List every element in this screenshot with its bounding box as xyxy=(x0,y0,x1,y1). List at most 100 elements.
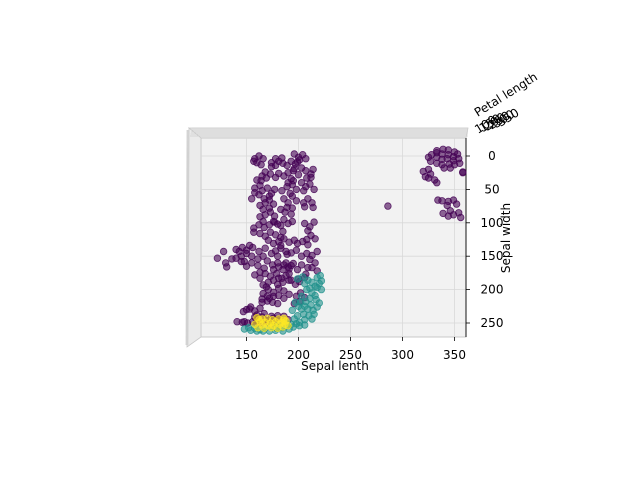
scatter-point-class-1 xyxy=(317,285,326,294)
scatter-point-class-0 xyxy=(260,264,268,272)
scatter-point-class-0 xyxy=(274,252,282,260)
scatter-point-class-0 xyxy=(228,255,236,263)
scatter-point-class-0 xyxy=(261,244,269,252)
scatter-point-class-0 xyxy=(288,204,296,212)
scatter-point-class-0 xyxy=(260,195,268,203)
scatter-point-class-0 xyxy=(285,269,293,278)
scatter-point-class-0 xyxy=(304,241,312,249)
x-tick-label: 300 xyxy=(391,348,414,362)
scatter-point-class-0 xyxy=(434,196,442,204)
scatter-point-class-0 xyxy=(301,219,309,228)
y-tick-label: 50 xyxy=(484,182,499,196)
scatter-point-class-0 xyxy=(264,236,272,244)
scatter-point-class-0 xyxy=(256,229,264,238)
scatter-point-class-0 xyxy=(247,252,256,260)
scatter-point-class-0 xyxy=(287,210,295,218)
z-depth-line xyxy=(187,129,189,346)
z-depth-line xyxy=(187,129,190,346)
scatter-point-class-0 xyxy=(278,274,286,282)
scatter-point-class-1 xyxy=(246,326,255,334)
scatter-point-class-0 xyxy=(459,168,467,177)
scatter-point-class-2 xyxy=(260,324,268,332)
scatter-point-class-0 xyxy=(263,184,271,192)
scatter-point-class-0 xyxy=(258,298,266,306)
scatter-point-class-0 xyxy=(452,200,461,208)
scatter-point-class-0 xyxy=(238,318,246,326)
scatter-point-class-0 xyxy=(310,218,318,226)
scatter-point-class-0 xyxy=(283,250,291,258)
scatter-point-class-0 xyxy=(222,263,231,271)
scatter-point-class-0 xyxy=(280,287,288,295)
scatter-point-class-0 xyxy=(300,186,308,195)
scatter-point-class-0 xyxy=(287,261,295,270)
scatter-point-class-0 xyxy=(294,170,303,179)
scatter-point-class-1 xyxy=(299,273,307,281)
scatter-point-class-1 xyxy=(303,285,311,294)
scatter-point-class-0 xyxy=(259,289,267,298)
scatter-point-class-0 xyxy=(288,217,296,226)
y-tick-label: 250 xyxy=(481,316,504,330)
x-axis-label: Sepal lenth xyxy=(301,359,369,373)
scatter-point-class-0 xyxy=(450,148,459,156)
scatter-point-class-0 xyxy=(302,166,310,175)
scatter-point-class-0 xyxy=(213,254,222,262)
scatter-point-class-0 xyxy=(292,246,301,254)
scatter-point-class-0 xyxy=(302,154,310,163)
scatter-point-class-1 xyxy=(301,321,309,329)
scatter-point-class-0 xyxy=(247,195,256,203)
scatter-point-class-0 xyxy=(446,164,454,172)
scatter-point-class-0 xyxy=(446,207,454,215)
scatter-point-class-1 xyxy=(297,292,306,300)
scatter-point-class-0 xyxy=(284,199,292,207)
scatter-point-class-0 xyxy=(426,157,435,165)
scatter-point-class-0 xyxy=(286,189,294,198)
scatter-point-class-0 xyxy=(250,228,258,236)
scatter-point-class-0 xyxy=(297,261,306,269)
scatter-point-class-0 xyxy=(457,213,465,222)
y-tick-label: 0 xyxy=(488,149,496,163)
scatter-point-class-2 xyxy=(284,322,292,330)
z-depth-line xyxy=(185,129,188,346)
x-tick-label: 350 xyxy=(443,348,466,362)
scatter-point-class-0 xyxy=(280,294,288,302)
scatter-point-class-0 xyxy=(257,160,265,169)
scatter-point-class-0 xyxy=(287,174,295,183)
scatter-point-class-0 xyxy=(306,180,314,188)
scatter-point-class-0 xyxy=(259,252,267,260)
scatter-point-class-0 xyxy=(307,173,315,182)
x-tick-label: 200 xyxy=(287,348,310,362)
scatter-points xyxy=(213,145,467,335)
scatter-point-class-2 xyxy=(255,316,263,324)
scatter-point-class-0 xyxy=(262,283,270,291)
scatter-point-class-2 xyxy=(254,324,262,332)
scatter-point-class-0 xyxy=(274,259,282,267)
scatter-point-class-0 xyxy=(433,146,441,155)
scatter-point-class-0 xyxy=(301,203,309,211)
scatter-point-class-0 xyxy=(444,146,452,154)
scatter-point-class-0 xyxy=(278,186,286,195)
scatter-point-class-0 xyxy=(293,158,302,166)
y-tick-label: 100 xyxy=(481,216,504,230)
scatter-point-class-0 xyxy=(259,154,267,163)
scatter-point-class-0 xyxy=(245,305,254,313)
scatter-point-class-0 xyxy=(313,247,321,256)
y-tick-label: 200 xyxy=(481,283,504,297)
scatter-point-class-0 xyxy=(443,201,451,210)
scatter-point-class-0 xyxy=(250,157,258,165)
z-tick-label: 350 xyxy=(495,106,522,130)
scatter-point-class-0 xyxy=(306,255,314,264)
scatter-point-class-0 xyxy=(290,164,298,173)
scatter-point-class-0 xyxy=(263,257,271,265)
scatter-point-class-0 xyxy=(237,257,245,266)
x-tick-label: 250 xyxy=(339,348,362,362)
scatter-point-class-1 xyxy=(315,299,323,307)
scatter-point-class-0 xyxy=(310,185,318,194)
scatter-point-class-0 xyxy=(219,247,228,256)
scatter-point-class-0 xyxy=(267,162,276,171)
scatter-point-class-0 xyxy=(292,197,301,205)
scatter-point-class-0 xyxy=(277,241,285,250)
y-tick-label: 150 xyxy=(481,249,504,263)
scatter-point-class-0 xyxy=(235,247,243,256)
scatter-point-class-0 xyxy=(257,176,265,185)
